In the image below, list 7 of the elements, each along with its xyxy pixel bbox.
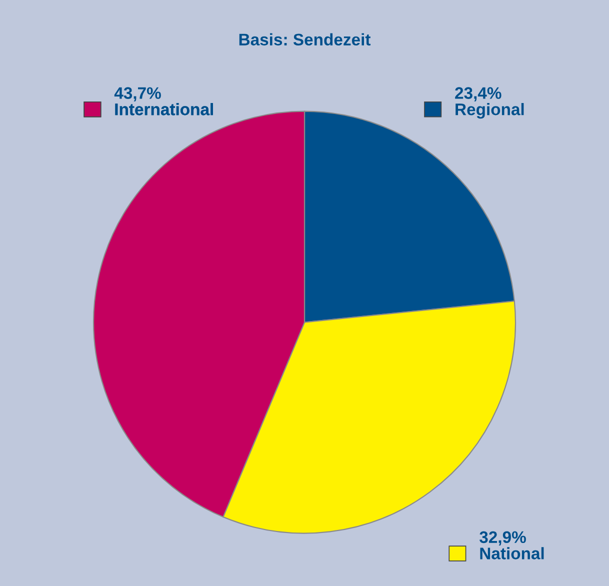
- legend-label: Regional: [456, 103, 524, 119]
- data-label: 23,4%: [455, 87, 502, 102]
- data-label: 43,7%: [114, 87, 161, 102]
- legend-label: International: [115, 103, 213, 116]
- chart-title: Basis: Sendezeit: [239, 33, 371, 46]
- data-label: 32,9%: [480, 531, 526, 546]
- legend-label: National: [480, 547, 544, 560]
